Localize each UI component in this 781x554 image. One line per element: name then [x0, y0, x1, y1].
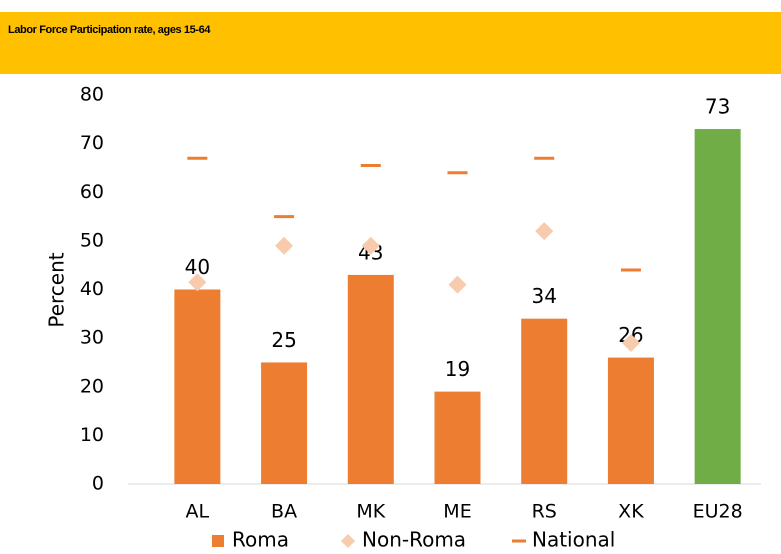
x-tick-label: MK — [356, 501, 385, 523]
legend-label: National — [532, 528, 615, 552]
y-tick-label: 20 — [80, 375, 104, 397]
x-tick-label: RS — [532, 501, 557, 523]
y-tick-label: 60 — [80, 181, 104, 203]
bar — [607, 357, 654, 484]
bar — [261, 362, 308, 484]
legend-label: Non-Roma — [362, 528, 466, 552]
y-tick-label: 50 — [80, 229, 104, 251]
data-label: 19 — [445, 357, 470, 381]
legend-label: Roma — [232, 528, 289, 552]
data-label: 25 — [271, 328, 296, 352]
data-label: 34 — [531, 284, 556, 308]
x-tick-label: BA — [271, 501, 297, 523]
diamond-marker — [448, 275, 467, 294]
y-tick-label: 40 — [80, 278, 104, 300]
bar — [347, 274, 394, 484]
y-axis-label: Percent — [45, 252, 69, 327]
diamond-marker — [361, 236, 380, 255]
y-tick-label: 0 — [92, 473, 104, 495]
diamond-marker — [275, 236, 294, 255]
diamond-marker — [535, 222, 554, 241]
x-tick-label: ME — [443, 501, 471, 523]
data-label: 73 — [705, 95, 730, 119]
title-banner — [0, 12, 781, 74]
bar — [434, 391, 481, 484]
y-tick-label: 30 — [80, 327, 104, 349]
y-tick-label: 80 — [80, 84, 104, 106]
x-tick-label: AL — [186, 501, 210, 523]
bar — [174, 289, 221, 484]
bar — [521, 318, 568, 484]
y-tick-label: 10 — [80, 424, 104, 446]
diamond-marker — [188, 273, 207, 292]
bar — [694, 129, 741, 484]
y-tick-label: 70 — [80, 132, 104, 154]
legend-swatch — [212, 535, 224, 547]
x-tick-label: XK — [618, 501, 644, 523]
chart-title: Labor Force Participation rate, ages 15-… — [8, 24, 211, 36]
x-tick-label: EU28 — [693, 501, 743, 523]
legend-swatch — [341, 534, 355, 548]
diamond-marker — [621, 333, 640, 352]
